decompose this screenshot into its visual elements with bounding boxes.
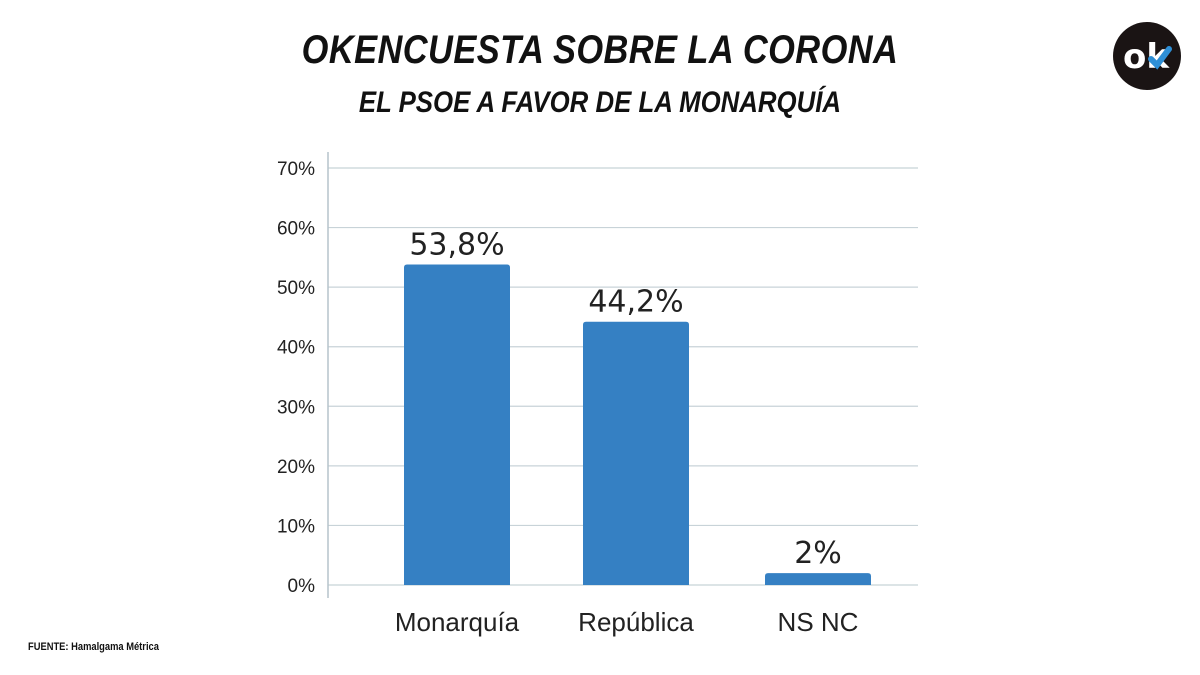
data-label: 2%: [794, 536, 842, 571]
logo-background: [1113, 22, 1181, 90]
category-label: NS NC: [778, 607, 859, 637]
bar-ns-nc: [765, 573, 871, 585]
y-tick-label: 10%: [277, 516, 315, 537]
data-label: 44,2%: [588, 285, 683, 320]
chart-subtitle: EL PSOE A FAVOR DE LA MONARQUÍA: [358, 86, 842, 119]
chart-title: OKENCUESTA SOBRE LA CORONA: [301, 28, 899, 72]
axis-layer: 0% 10% 20% 30% 40% 50% 60% 70%: [277, 152, 329, 598]
bar-rep-blica: [583, 321, 689, 585]
ok-logo-icon: ok: [1113, 22, 1181, 90]
bar-chart: 0% 10% 20% 30% 40% 50% 60% 70% 53,8% Monarquía 44…: [277, 152, 918, 637]
y-tick-label: 30%: [277, 397, 315, 418]
logo-check-accent: [1148, 46, 1172, 70]
y-tick-label: 50%: [277, 278, 315, 299]
y-tick-label: 40%: [277, 338, 315, 359]
y-tick-label: 0%: [288, 576, 316, 597]
y-tick-label: 60%: [277, 219, 315, 240]
y-tick-label: 20%: [277, 457, 315, 478]
category-label: Monarquía: [395, 607, 520, 637]
y-tick-label: 70%: [277, 159, 315, 180]
category-label: República: [578, 607, 694, 637]
source-note: FUENTE: Hamalgama Métrica: [28, 641, 159, 653]
data-label: 53,8%: [409, 228, 504, 263]
bar-monarqu-a: [404, 264, 510, 585]
bar-layer: [404, 264, 871, 585]
label-layer: 53,8% Monarquía 44,2% República 2% NS NC: [395, 228, 859, 637]
